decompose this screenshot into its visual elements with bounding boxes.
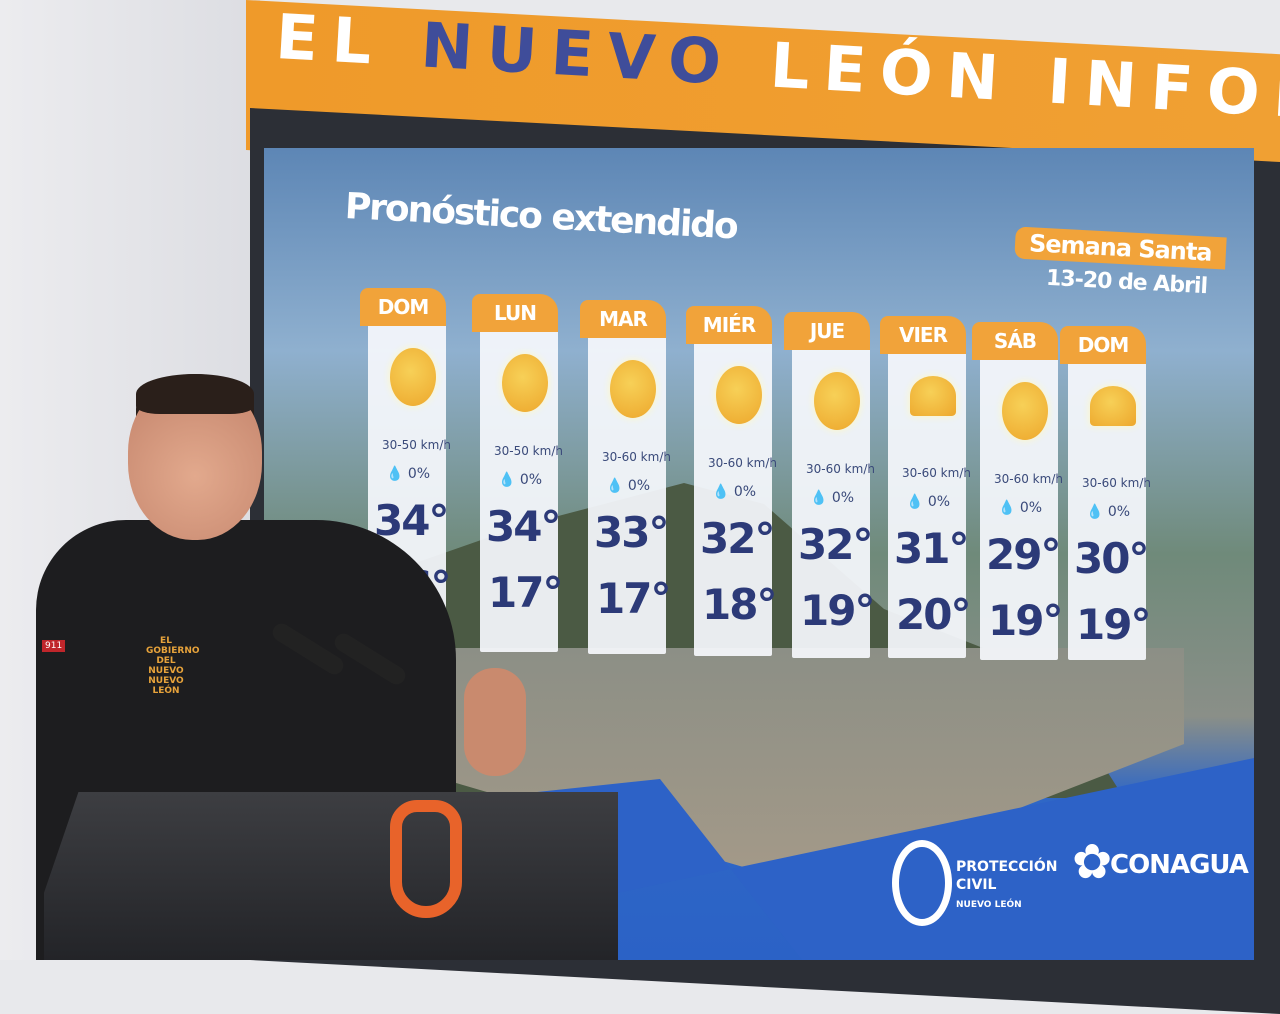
card-day: JUE xyxy=(784,312,870,350)
card-wind: 30-60 km/h xyxy=(602,450,671,464)
card-rain: 💧 0% xyxy=(998,500,1043,516)
forecast-card-7: DOM 30-60 km/h 💧 0% 30° 19° xyxy=(1060,326,1151,660)
card-min-temp: 17° xyxy=(596,574,671,623)
card-wind: 30-60 km/h xyxy=(1082,476,1151,490)
card-day: LUN xyxy=(472,294,558,332)
card-min-temp: 18° xyxy=(702,580,777,629)
jacket-emblem: EL GOBIERNO DEL NUEVO NUEVO LEÓN xyxy=(146,636,200,696)
card-min-temp: 19° xyxy=(1076,600,1151,649)
forecast-card-3: MIÉR 30-60 km/h 💧 0% 32° 18° xyxy=(686,306,777,656)
forecast-card-4: JUE 30-60 km/h 💧 0% 32° 19° xyxy=(784,312,875,658)
card-rain: 💧 0% xyxy=(712,484,757,500)
forecast-card-1: LUN 30-50 km/h 💧 0% 34° 17° xyxy=(472,294,563,652)
sun-icon xyxy=(390,348,436,406)
card-rain: 💧 0% xyxy=(386,466,431,482)
sun-icon xyxy=(814,372,860,430)
podium xyxy=(44,792,618,960)
sun-icon xyxy=(1002,382,1048,440)
card-max-temp: 32° xyxy=(700,514,775,563)
card-rain: 💧 0% xyxy=(906,494,951,510)
card-wind: 30-50 km/h xyxy=(494,444,563,458)
jacket-patch: 911 xyxy=(42,640,66,652)
card-rain: 💧 0% xyxy=(606,478,651,494)
sun-icon xyxy=(716,366,762,424)
card-min-temp: 19° xyxy=(988,596,1063,645)
card-rain: 💧 0% xyxy=(498,472,543,488)
banner-title-el: EL xyxy=(273,0,388,80)
card-day: MAR xyxy=(580,300,666,338)
partly-cloudy-icon xyxy=(1090,386,1136,426)
card-wind: 30-60 km/h xyxy=(994,472,1063,486)
proteccion-civil-text: PROTECCIÓN CIVIL NUEVO LEÓN xyxy=(956,859,1058,910)
card-wind: 30-60 km/h xyxy=(902,466,971,480)
card-day: SÁB xyxy=(972,322,1058,360)
forecast-card-6: SÁB 30-60 km/h 💧 0% 29° 19° xyxy=(972,322,1063,660)
card-max-temp: 30° xyxy=(1074,534,1149,583)
card-max-temp: 33° xyxy=(594,508,669,557)
card-wind: 30-60 km/h xyxy=(708,456,777,470)
podium-logo xyxy=(390,800,462,918)
conagua-logo: ✿ xyxy=(1072,834,1113,890)
card-max-temp: 29° xyxy=(986,530,1061,579)
card-max-temp: 34° xyxy=(374,496,449,545)
forecast-card-5: VIER 30-60 km/h 💧 0% 31° 20° xyxy=(880,316,971,658)
conagua-text: CONAGUA xyxy=(1110,850,1249,880)
card-max-temp: 31° xyxy=(894,524,969,573)
speaker-hair-top xyxy=(136,374,254,414)
card-min-temp: 20° xyxy=(896,590,971,639)
card-min-temp: 19° xyxy=(800,586,875,635)
card-day: VIER xyxy=(880,316,966,354)
card-max-temp: 32° xyxy=(798,520,873,569)
card-day: MIÉR xyxy=(686,306,772,344)
card-max-temp: 34° xyxy=(486,502,561,551)
card-day: DOM xyxy=(1060,326,1146,364)
card-rain: 💧 0% xyxy=(1086,504,1131,520)
sun-icon xyxy=(610,360,656,418)
card-wind: 30-60 km/h xyxy=(806,462,875,476)
partly-cloudy-icon xyxy=(910,376,956,416)
forecast-card-2: MAR 30-60 km/h 💧 0% 33° 17° xyxy=(580,300,671,654)
card-wind: 30-50 km/h xyxy=(382,438,451,452)
card-min-temp: 17° xyxy=(488,568,563,617)
speaker-hand xyxy=(464,668,526,776)
sun-icon xyxy=(502,354,548,412)
proteccion-civil-logo xyxy=(892,840,952,926)
card-rain: 💧 0% xyxy=(810,490,855,506)
card-day: DOM xyxy=(360,288,446,326)
